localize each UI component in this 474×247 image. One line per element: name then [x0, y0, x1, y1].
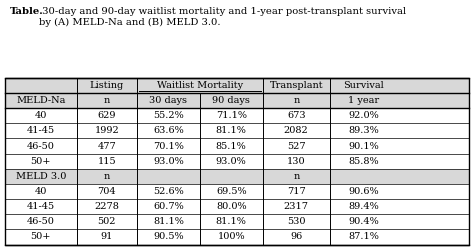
Text: 100%: 100%	[218, 232, 245, 242]
Text: 46-50: 46-50	[27, 142, 55, 150]
Text: 477: 477	[98, 142, 116, 150]
Text: 115: 115	[98, 157, 116, 166]
Text: 2082: 2082	[284, 126, 309, 135]
Text: 50+: 50+	[30, 157, 51, 166]
Text: n: n	[104, 96, 110, 105]
Text: 85.1%: 85.1%	[216, 142, 246, 150]
Bar	[5, 169, 469, 184]
Text: Waitlist Mortality: Waitlist Mortality	[157, 81, 243, 90]
Text: 41-45: 41-45	[27, 126, 55, 135]
Text: 40: 40	[35, 111, 47, 120]
Text: 80.0%: 80.0%	[216, 202, 246, 211]
Text: 92.0%: 92.0%	[348, 111, 379, 120]
Text: 90.1%: 90.1%	[348, 142, 379, 150]
Text: 40: 40	[35, 187, 47, 196]
Text: 90.5%: 90.5%	[153, 232, 184, 242]
Text: 85.8%: 85.8%	[348, 157, 379, 166]
Text: n: n	[293, 172, 300, 181]
Text: 2317: 2317	[284, 202, 309, 211]
Text: 530: 530	[287, 217, 305, 226]
Text: n: n	[293, 96, 300, 105]
Text: 704: 704	[98, 187, 116, 196]
Text: n: n	[104, 172, 110, 181]
Text: 502: 502	[98, 217, 116, 226]
Text: 1 year: 1 year	[348, 96, 379, 105]
Text: Transplant: Transplant	[269, 81, 323, 90]
Text: 69.5%: 69.5%	[216, 187, 246, 196]
Text: 30-day and 90-day waitlist mortality and 1-year post-transplant survival
by (A) : 30-day and 90-day waitlist mortality and…	[39, 7, 407, 27]
Text: Listing: Listing	[90, 81, 124, 90]
Text: 89.4%: 89.4%	[348, 202, 379, 211]
Text: 93.0%: 93.0%	[153, 157, 184, 166]
Text: 89.3%: 89.3%	[348, 126, 379, 135]
Text: 55.2%: 55.2%	[153, 111, 184, 120]
Text: MELD 3.0: MELD 3.0	[16, 172, 66, 181]
Text: 30 days: 30 days	[149, 96, 188, 105]
Text: 60.7%: 60.7%	[153, 202, 184, 211]
Text: 52.6%: 52.6%	[153, 187, 184, 196]
Text: 81.1%: 81.1%	[216, 217, 246, 226]
Text: 130: 130	[287, 157, 306, 166]
Text: 46-50: 46-50	[27, 217, 55, 226]
Text: MELD-Na: MELD-Na	[16, 96, 65, 105]
Text: 90.4%: 90.4%	[348, 217, 379, 226]
Text: 41-45: 41-45	[27, 202, 55, 211]
Text: 629: 629	[98, 111, 116, 120]
Text: 90 days: 90 days	[212, 96, 250, 105]
Bar	[5, 93, 469, 108]
Text: 70.1%: 70.1%	[153, 142, 184, 150]
Text: Survival: Survival	[343, 81, 384, 90]
Text: 527: 527	[287, 142, 306, 150]
Text: 87.1%: 87.1%	[348, 232, 379, 242]
Text: 96: 96	[290, 232, 302, 242]
Text: 90.6%: 90.6%	[348, 187, 379, 196]
Text: 81.1%: 81.1%	[153, 217, 184, 226]
Bar	[5, 78, 469, 93]
Text: 71.1%: 71.1%	[216, 111, 246, 120]
Text: 2278: 2278	[94, 202, 119, 211]
Bar	[5, 78, 469, 245]
Text: Table.: Table.	[9, 7, 43, 16]
Text: 673: 673	[287, 111, 306, 120]
Text: 93.0%: 93.0%	[216, 157, 246, 166]
Text: 91: 91	[101, 232, 113, 242]
Text: 50+: 50+	[30, 232, 51, 242]
Text: 1992: 1992	[94, 126, 119, 135]
Text: 81.1%: 81.1%	[216, 126, 246, 135]
Text: 63.6%: 63.6%	[153, 126, 184, 135]
Text: 717: 717	[287, 187, 306, 196]
